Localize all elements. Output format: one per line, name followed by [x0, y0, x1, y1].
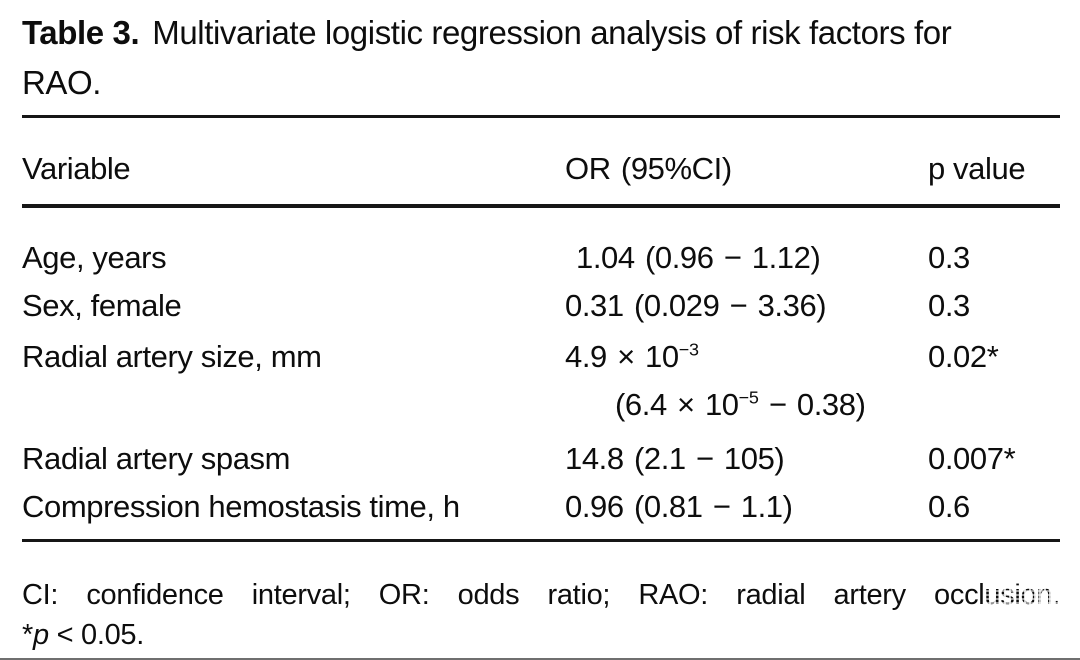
table-caption-label: Table 3. — [22, 14, 140, 51]
or-ci-cell: 4.9 × 10−3 (6.4 × 10−5 − 0.38) — [565, 333, 928, 429]
significance-p: p — [33, 619, 49, 651]
column-header-pvalue: p value — [928, 151, 1026, 186]
or-ci-cell: 1.04 (0.96 − 1.12) — [576, 240, 821, 275]
p-value-cell: 0.007* — [928, 441, 1016, 476]
or-ci-cell: 14.8 (2.1 − 105) — [565, 441, 785, 476]
page-crop-line — [0, 658, 1080, 660]
p-value-cell: 0.3 — [928, 288, 970, 323]
table-caption-line1: Multivariate logistic regression analysi… — [152, 14, 952, 51]
variable-cell: Compression hemostasis time, h — [22, 489, 460, 524]
significance-threshold: < 0.05. — [48, 619, 145, 651]
column-header-or: OR (95%CI) — [565, 151, 732, 186]
table-body: Age, years 1.04 (0.96 − 1.12) 0.3 Sex, fema… — [22, 234, 1060, 531]
table-caption: Table 3. Multivariate logistic regression… — [22, 8, 1060, 108]
p-value-cell: 0.3 — [928, 240, 970, 275]
column-header-variable: Variable — [22, 151, 131, 186]
table-footnotes: CI: confidence interval; OR: odds ratio;… — [22, 575, 1060, 655]
or-ci-cell: 0.31 (0.029 − 3.36) — [565, 288, 827, 323]
or-ci-cell-line2: (6.4 × 10−5 − 0.38) — [615, 387, 866, 422]
table-row: Radial artery size, mm 4.9 × 10−3 (6.4 × 1… — [22, 333, 1060, 429]
variable-cell: Sex, female — [22, 288, 182, 323]
table-caption-line2: RAO. — [22, 64, 102, 101]
table-row: Compression hemostasis time, h 0.96 (0.81… — [22, 483, 1060, 531]
abbreviations-note: CI: confidence interval; OR: odds ratio;… — [22, 579, 1060, 611]
significance-note: *p < 0.05. — [22, 615, 1060, 655]
variable-cell: Radial artery size, mm — [22, 339, 322, 374]
table-header-row: Variable OR (95%CI) p value — [22, 148, 1060, 189]
p-value-cell: 0.02* — [928, 339, 999, 374]
table-header-rule — [22, 204, 1060, 208]
table-row: Radial artery spasm 14.8 (2.1 − 105) 0.007… — [22, 435, 1060, 483]
table-bottom-rule — [22, 539, 1060, 542]
table-row: Sex, female 0.31 (0.029 − 3.36) 0.3 — [22, 282, 1060, 330]
variable-cell: Age, years — [22, 240, 167, 275]
table-top-rule — [22, 115, 1060, 118]
variable-cell: Radial artery spasm — [22, 441, 291, 476]
p-value-cell: 0.6 — [928, 489, 970, 524]
significance-symbol: * — [22, 619, 33, 651]
or-ci-cell: 0.96 (0.81 − 1.1) — [565, 489, 793, 524]
table-row: Age, years 1.04 (0.96 − 1.12) 0.3 — [22, 234, 1060, 282]
